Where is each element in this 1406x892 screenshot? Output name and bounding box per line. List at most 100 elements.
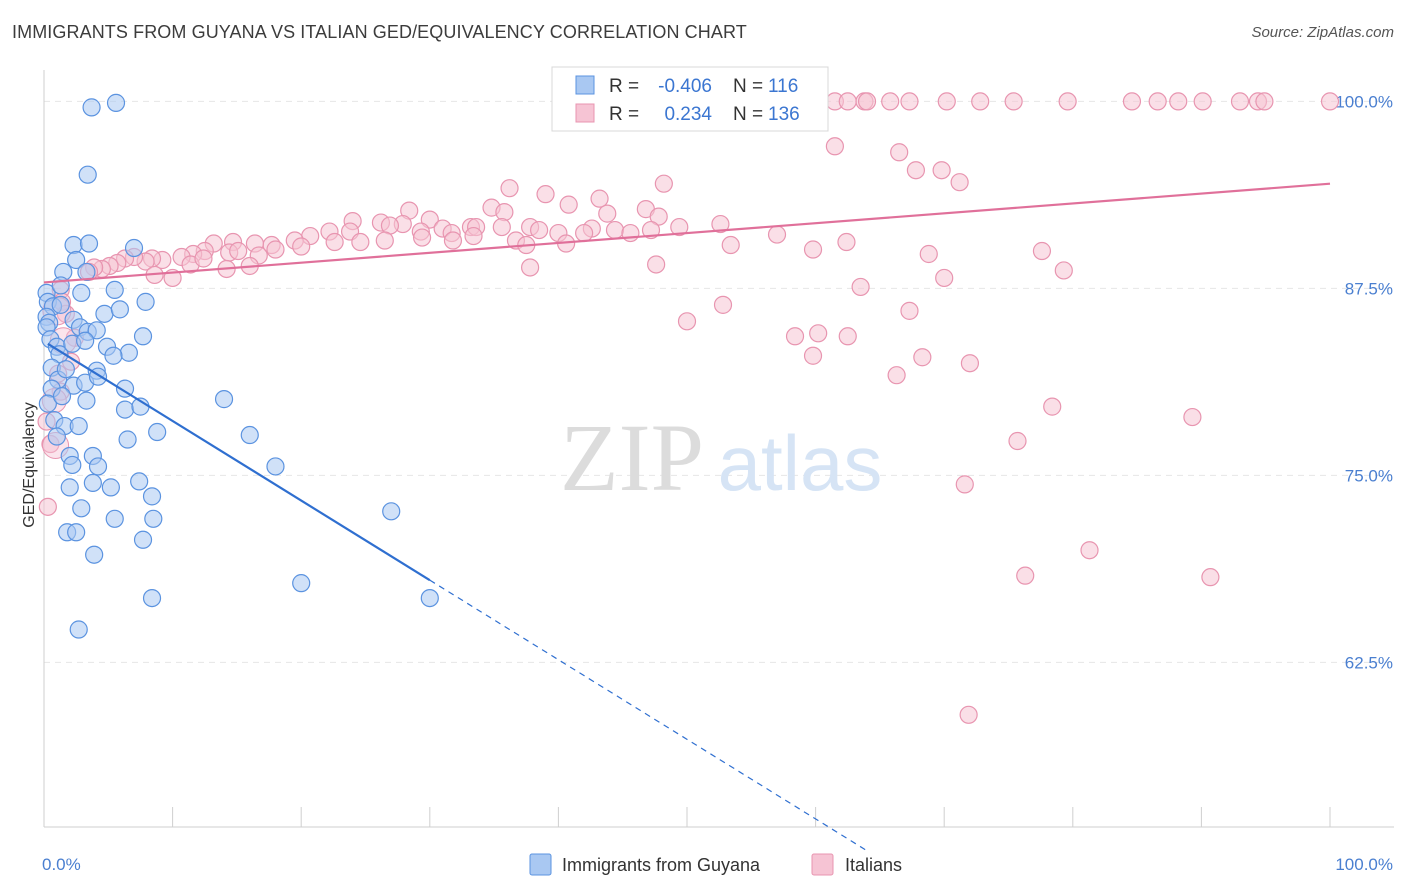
italians-point-81 bbox=[266, 240, 285, 259]
guyana-point-76 bbox=[142, 588, 162, 608]
italians-point-94 bbox=[767, 225, 787, 244]
guyana-point-45 bbox=[52, 387, 72, 406]
stats-legend: R = -0.406 N = 116 R = 0.234 N = 136 bbox=[551, 66, 829, 132]
guyana-point-8 bbox=[77, 262, 96, 282]
italians-point-124 bbox=[1080, 541, 1099, 560]
legend-label-italians: Italians bbox=[845, 855, 902, 875]
italians-point-52 bbox=[621, 223, 640, 243]
trendline-guyana-extension bbox=[429, 579, 868, 852]
italians-point-27 bbox=[500, 179, 519, 198]
guyana-point-78 bbox=[69, 620, 88, 639]
guyana-point-68 bbox=[105, 509, 124, 528]
trendline-italians bbox=[43, 182, 1331, 284]
gridlines bbox=[44, 100, 1394, 663]
stats-n-label-guyana: N = bbox=[733, 76, 763, 97]
x-tick-labels: 0.0% 100.0% bbox=[42, 855, 1393, 874]
italians-point-11 bbox=[1004, 92, 1023, 111]
chart-title: IMMIGRANTS FROM GUYANA VS ITALIAN GED/EQ… bbox=[12, 22, 747, 42]
italians-point-54 bbox=[670, 217, 689, 237]
points-guyana bbox=[37, 93, 439, 639]
legend-label-guyana: Immigrants from Guyana bbox=[562, 855, 761, 875]
guyana-point-26 bbox=[133, 327, 153, 346]
guyana-point-61 bbox=[88, 457, 108, 476]
italians-point-13 bbox=[1122, 92, 1142, 111]
italians-point-53 bbox=[641, 220, 661, 240]
guyana-point-77 bbox=[420, 588, 439, 608]
italians-point-110 bbox=[838, 327, 857, 346]
italians-point-19 bbox=[1255, 92, 1274, 111]
italians-point-92 bbox=[575, 223, 594, 243]
y-tick-label-1: 87.5% bbox=[1345, 279, 1393, 298]
trendline-guyana bbox=[47, 342, 431, 582]
guyana-point-75 bbox=[382, 502, 401, 521]
guyana-point-72 bbox=[133, 530, 153, 549]
x-tick-label-1: 100.0% bbox=[1335, 855, 1393, 874]
guyana-point-57 bbox=[266, 457, 285, 476]
italians-point-106 bbox=[647, 255, 666, 274]
italians-point-112 bbox=[785, 327, 805, 346]
y-tick-label-3: 62.5% bbox=[1345, 653, 1393, 672]
italians-point-120 bbox=[1043, 397, 1062, 416]
italians-point-109 bbox=[1054, 261, 1073, 280]
guyana-point-16 bbox=[136, 292, 155, 311]
guyana-point-1 bbox=[82, 98, 101, 117]
legend-swatch-italians bbox=[811, 853, 834, 876]
guyana-point-23 bbox=[110, 300, 129, 319]
italians-point-137 bbox=[38, 497, 57, 516]
trendlines bbox=[43, 182, 1331, 852]
italians-point-119 bbox=[960, 354, 980, 373]
guyana-point-73 bbox=[85, 545, 104, 564]
italians-point-7 bbox=[881, 92, 900, 111]
italians-point-105 bbox=[521, 258, 540, 277]
italians-point-23 bbox=[906, 161, 926, 180]
italians-point-17 bbox=[1230, 92, 1250, 111]
guyana-point-63 bbox=[60, 478, 79, 497]
guyana-point-6 bbox=[67, 250, 86, 270]
guyana-point-5 bbox=[124, 238, 144, 258]
guyana-point-65 bbox=[130, 472, 149, 491]
italians-point-26 bbox=[654, 174, 673, 193]
watermark-atlas: atlas bbox=[718, 419, 883, 507]
guyana-point-53 bbox=[148, 422, 167, 442]
italians-point-125 bbox=[1016, 566, 1035, 585]
italians-point-24 bbox=[932, 161, 951, 180]
guyana-point-71 bbox=[67, 523, 86, 542]
italians-point-12 bbox=[1058, 92, 1077, 111]
italians-point-127 bbox=[959, 705, 978, 724]
guyana-point-0 bbox=[106, 93, 126, 112]
italians-point-34 bbox=[598, 204, 617, 223]
italians-point-8 bbox=[900, 92, 919, 111]
watermark: ZIP atlas bbox=[560, 404, 882, 511]
italians-point-83 bbox=[325, 232, 344, 252]
italians-point-98 bbox=[1032, 241, 1052, 261]
guyana-point-56 bbox=[240, 425, 259, 445]
italians-point-113 bbox=[913, 348, 932, 367]
guyana-point-12 bbox=[72, 283, 91, 302]
stats-swatch-guyana bbox=[575, 75, 595, 95]
stats-r-label-guyana: R = bbox=[609, 76, 639, 97]
italians-point-79 bbox=[229, 241, 248, 261]
italians-point-9 bbox=[937, 92, 956, 111]
guyana-point-59 bbox=[63, 455, 82, 475]
guyana-point-62 bbox=[83, 473, 102, 493]
italians-point-51 bbox=[605, 220, 625, 240]
guyana-point-33 bbox=[119, 343, 138, 362]
watermark-zip: ZIP bbox=[560, 404, 704, 511]
guyana-point-3 bbox=[64, 235, 83, 255]
italians-point-46 bbox=[492, 217, 511, 237]
italians-point-87 bbox=[443, 231, 463, 250]
italians-point-108 bbox=[935, 268, 954, 288]
guyana-point-22 bbox=[95, 304, 114, 323]
guyana-point-55 bbox=[214, 390, 234, 409]
guyana-point-4 bbox=[79, 234, 99, 253]
guyana-point-29 bbox=[50, 345, 69, 364]
italians-point-97 bbox=[919, 244, 938, 264]
y-tick-label-0: 100.0% bbox=[1335, 92, 1393, 111]
guyana-point-51 bbox=[115, 400, 135, 419]
italians-point-93 bbox=[721, 235, 740, 255]
stats-swatch-italians bbox=[575, 103, 595, 123]
y-tick-label-2: 75.0% bbox=[1345, 466, 1393, 485]
italians-point-22 bbox=[890, 143, 909, 162]
italians-point-117 bbox=[809, 324, 828, 343]
